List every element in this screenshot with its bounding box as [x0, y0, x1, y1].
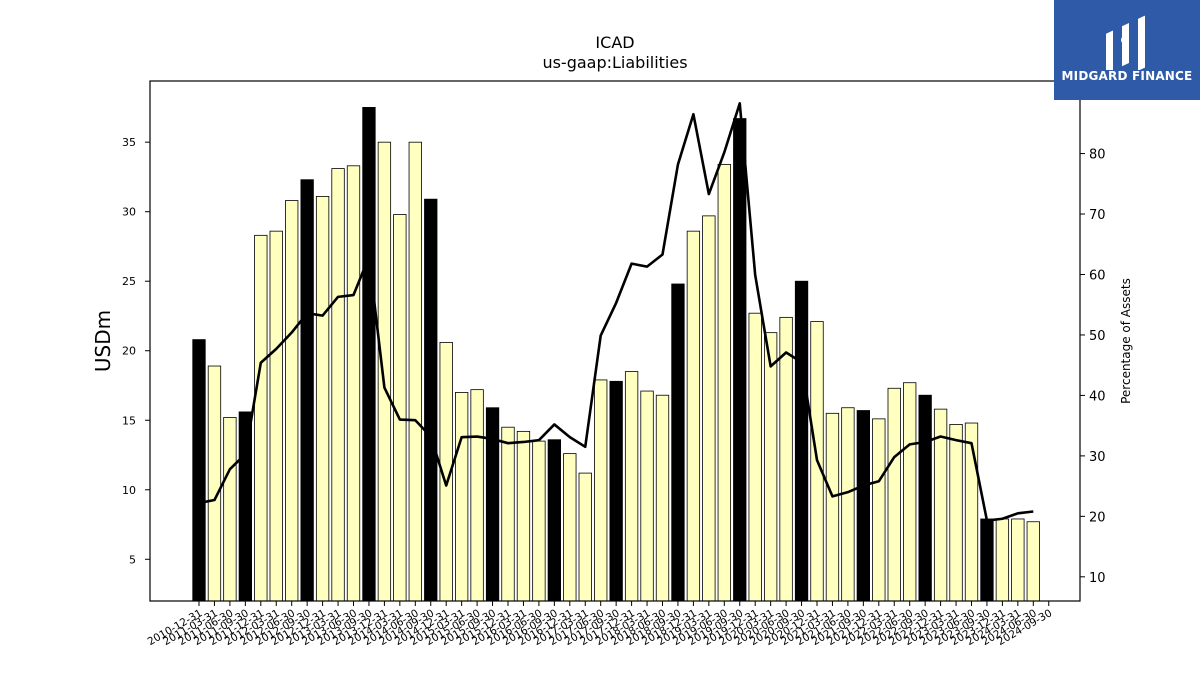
bar-2011-09-30 [238, 411, 253, 602]
y-axis-left: 5 10 15 20 25 30 35 [122, 136, 150, 566]
bar-2017-12-31 [624, 371, 639, 602]
y-tick-label: 20 [122, 345, 136, 358]
bar-2012-09-30 [300, 179, 314, 602]
bar-2011-06-30 [223, 417, 237, 602]
y-tick-label: 25 [122, 275, 136, 288]
y-tick-label: 10 [122, 484, 136, 497]
bar-2011-12-31 [254, 234, 268, 602]
plot-frame [149, 80, 1081, 602]
y2-tick-label: 40 [1089, 389, 1106, 404]
x-axis: 2010-12-312011-03-312011-06-302011-09-30… [146, 601, 1054, 648]
bar-2013-09-30 [362, 107, 376, 602]
bar-2016-03-31 [516, 430, 531, 602]
bar-2016-09-30 [547, 439, 561, 602]
bar-2012-12-31 [315, 195, 330, 602]
chart-subtitle: us-gaap:Liabilities [542, 53, 687, 72]
bar-2019-12-31 [748, 312, 762, 602]
y2-tick-label: 30 [1089, 450, 1106, 465]
y2-tick-label: 60 [1089, 268, 1106, 283]
bar-2018-06-30 [655, 394, 670, 602]
y2-tick-label: 10 [1089, 571, 1106, 586]
y-tick-label: 30 [122, 206, 136, 219]
bar-2023-12-31 [995, 518, 1010, 602]
bar-2015-09-30 [485, 407, 500, 602]
bar-2014-06-30 [408, 141, 422, 602]
y2-tick-label: 20 [1089, 510, 1106, 525]
bar-2022-09-30 [918, 394, 932, 602]
bar-2023-09-30 [980, 518, 994, 602]
y-axis-right: 10 20 30 40 50 60 70 80 [1080, 148, 1106, 586]
logo-mark-icon [1106, 15, 1145, 70]
bar-2015-03-31 [454, 392, 469, 602]
y-tick-label: 5 [129, 553, 136, 566]
bar-2016-12-31 [563, 453, 577, 602]
bar-2021-06-30 [841, 407, 855, 602]
bar-2013-12-31 [377, 141, 392, 602]
brand-logo: MIDGARD FINANCE [1054, 0, 1200, 100]
bar-2020-03-31 [764, 332, 778, 602]
bar-2013-03-31 [331, 168, 345, 602]
bar-2021-03-31 [825, 412, 840, 602]
bar-2016-06-30 [532, 440, 546, 602]
bar-2018-09-30 [671, 283, 685, 602]
bar-2022-06-30 [903, 382, 917, 602]
bar-2012-03-31 [269, 230, 283, 602]
bar-2017-06-30 [594, 379, 608, 602]
bar-2021-09-30 [856, 410, 870, 602]
chart-title: ICAD [595, 33, 634, 52]
logo-text: MIDGARD FINANCE [1061, 69, 1193, 83]
bar-2020-09-30 [794, 280, 809, 602]
percentage-line [198, 102, 1034, 522]
bar-2011-03-31 [207, 365, 222, 602]
bar-2014-09-30 [424, 198, 438, 602]
bar-2024-03-31 [1011, 518, 1025, 602]
bar-2017-09-30 [609, 380, 623, 602]
bar-2018-03-31 [640, 390, 654, 602]
bar-series [192, 107, 1040, 602]
bar-2017-03-31 [578, 472, 592, 602]
bar-2013-06-30 [346, 165, 361, 602]
bar-2021-12-31 [872, 418, 886, 602]
bar-2019-06-30 [717, 164, 731, 602]
y2-tick-label: 80 [1089, 148, 1106, 163]
bar-2023-03-31 [949, 424, 963, 602]
bar-2015-12-31 [501, 426, 515, 602]
bar-2018-12-31 [686, 230, 701, 602]
bar-2019-09-30 [733, 118, 747, 602]
bar-2020-06-30 [779, 316, 793, 602]
y-tick-label: 35 [122, 136, 136, 149]
y2-tick-label: 70 [1089, 208, 1106, 223]
bar-2019-03-31 [702, 215, 716, 602]
bar-2024-06-30 [1026, 521, 1040, 602]
bar-2015-06-30 [470, 389, 484, 602]
y2-axis-label: Percentage of Assets [1119, 278, 1133, 404]
y-tick-label: 15 [122, 414, 136, 427]
bar-2022-03-31 [887, 387, 901, 602]
y2-tick-label: 50 [1089, 329, 1106, 344]
y-axis-label: USDm [91, 310, 115, 372]
bar-2010-12-31 [192, 339, 206, 602]
bar-2012-06-30 [285, 200, 299, 602]
